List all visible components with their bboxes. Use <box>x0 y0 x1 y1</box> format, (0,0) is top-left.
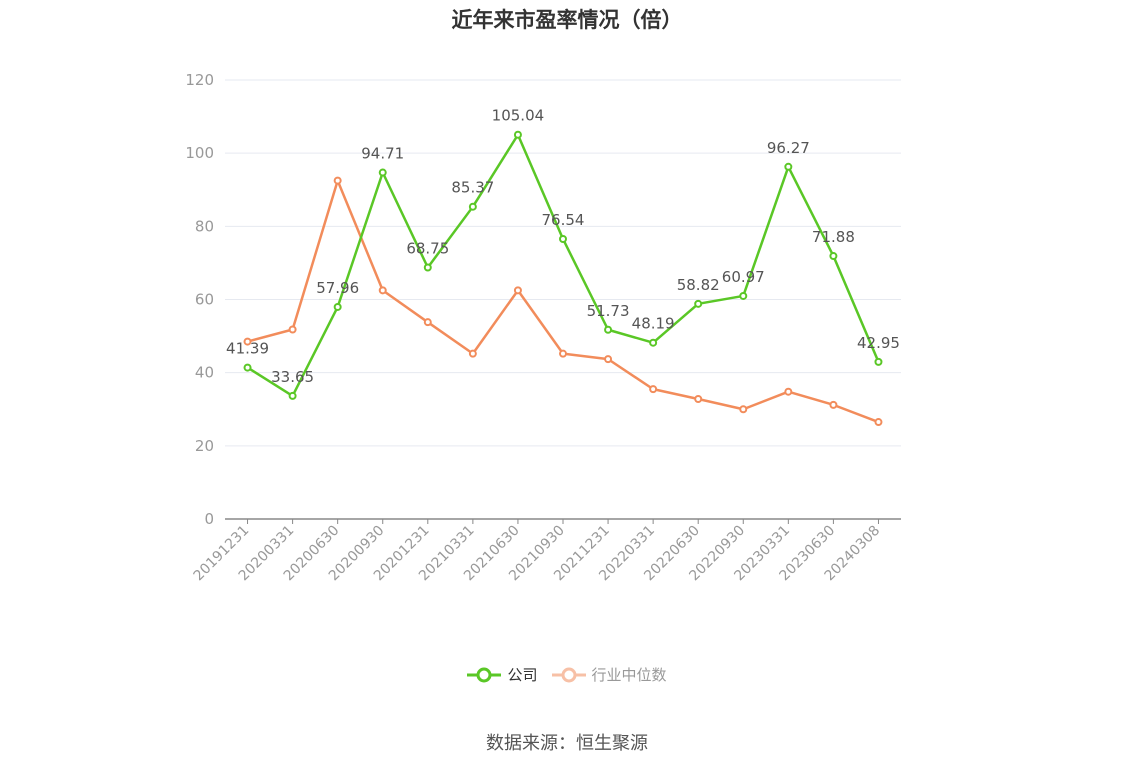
y-tick-label: 40 <box>195 364 214 382</box>
data-point-company <box>604 325 613 334</box>
chart-title: 近年来市盈率情况（倍） <box>451 8 683 32</box>
data-point-industry <box>694 395 703 404</box>
data-label: 60.97 <box>722 268 765 286</box>
data-label: 58.82 <box>677 276 720 294</box>
data-point-industry <box>559 349 567 358</box>
data-label: 42.95 <box>857 334 900 352</box>
data-point-industry <box>874 418 883 427</box>
data-point-industry <box>829 400 838 409</box>
data-label: 76.54 <box>542 211 585 229</box>
data-point-industry <box>243 337 252 346</box>
y-tick-label: 100 <box>185 144 214 162</box>
data-point-company <box>829 252 838 261</box>
data-point-company <box>423 263 432 272</box>
y-tick-label: 120 <box>185 71 214 89</box>
y-tick-label: 60 <box>195 291 214 309</box>
data-label: 96.27 <box>767 139 810 157</box>
data-label: 57.96 <box>316 279 359 297</box>
data-label: 94.71 <box>361 145 404 163</box>
y-tick-label: 20 <box>195 437 214 455</box>
data-point-company <box>468 202 477 211</box>
legend-item-company[interactable]: 公司 <box>467 664 538 685</box>
data-label: 71.88 <box>812 228 855 246</box>
data-point-company <box>513 130 522 139</box>
legend-company-label: 公司 <box>507 666 538 684</box>
data-point-company <box>559 234 567 243</box>
data-point-industry <box>333 176 342 185</box>
data-label: 41.39 <box>226 340 269 358</box>
data-point-industry <box>378 286 387 295</box>
data-point-company <box>333 302 342 311</box>
data-label: 33.65 <box>271 368 314 386</box>
legend: 公司 行业中位数 <box>0 664 1134 685</box>
data-point-industry <box>468 349 477 358</box>
legend-company-swatch-icon <box>467 667 502 682</box>
data-point-company <box>288 391 297 400</box>
data-label: 105.04 <box>492 107 545 125</box>
data-point-industry <box>423 318 432 327</box>
legend-item-industry[interactable]: 行业中位数 <box>551 664 667 685</box>
data-point-company <box>243 363 252 372</box>
data-point-company <box>694 299 703 308</box>
data-point-industry <box>513 286 522 295</box>
data-point-company <box>739 291 748 300</box>
data-point-industry <box>784 387 793 396</box>
y-tick-label: 0 <box>204 510 214 528</box>
data-point-company <box>874 357 883 366</box>
data-label: 85.37 <box>451 179 494 197</box>
y-tick-label: 80 <box>195 217 214 235</box>
data-point-industry <box>739 405 748 414</box>
data-point-company <box>784 162 793 171</box>
data-point-industry <box>288 325 297 334</box>
data-source-note: 数据来源：恒生聚源 <box>486 733 648 754</box>
data-label: 68.75 <box>406 239 449 257</box>
legend-industry-swatch-icon <box>551 667 586 682</box>
data-label: 48.19 <box>632 315 675 333</box>
data-label: 51.73 <box>587 302 630 320</box>
legend-industry-label: 行业中位数 <box>591 666 667 684</box>
data-point-company <box>378 168 387 177</box>
data-point-industry <box>649 385 658 394</box>
data-point-industry <box>604 355 613 364</box>
data-point-company <box>649 338 658 347</box>
